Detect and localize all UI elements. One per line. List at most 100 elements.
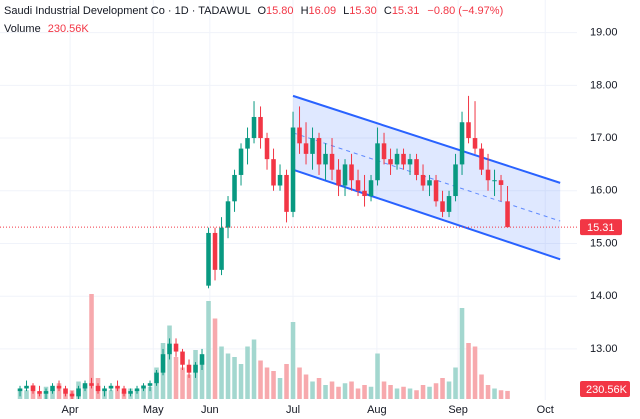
- volume-value-label: 230.56K: [586, 384, 628, 396]
- candle-body: [492, 180, 497, 182]
- candle-body: [186, 364, 192, 373]
- candle-body: [69, 393, 75, 397]
- volume-bar: [401, 386, 406, 399]
- candle-body: [505, 201, 510, 228]
- candle-body: [43, 391, 49, 394]
- candle-body: [82, 383, 88, 389]
- candle-body: [193, 364, 198, 373]
- candle-body: [95, 385, 101, 392]
- legend-key: O: [257, 5, 266, 17]
- x-tick-label: Jul: [286, 404, 300, 416]
- volume-bar: [420, 385, 426, 399]
- candle-body: [440, 201, 445, 212]
- volume-bar: [498, 390, 504, 399]
- volume-legend: Volume 230.56K: [4, 23, 89, 35]
- volume-bar: [284, 364, 289, 399]
- volume-bar: [394, 388, 400, 399]
- candle-body: [30, 385, 36, 392]
- y-tick-label: 14.00: [590, 290, 618, 302]
- volume-bar: [459, 308, 465, 399]
- candle-body: [433, 180, 439, 202]
- x-tick-label: Aug: [367, 404, 387, 416]
- volume-bar: [375, 353, 380, 399]
- x-tick-label: Apr: [62, 404, 79, 416]
- volume-bar: [264, 367, 270, 399]
- candle-body: [154, 372, 159, 384]
- candle-body: [316, 138, 322, 165]
- volume-bar: [173, 357, 179, 399]
- volume-bar: [89, 294, 94, 399]
- candle-body: [17, 388, 23, 392]
- candle-body: [290, 127, 296, 212]
- candle-body: [414, 159, 419, 175]
- volume-bar: [167, 325, 172, 399]
- candle-body: [355, 180, 361, 191]
- legend-key: H: [301, 5, 309, 17]
- candle-body: [420, 174, 426, 186]
- volume-bar: [453, 367, 458, 399]
- legend-change: −0.80 (−4.97%): [427, 5, 503, 17]
- candle-body: [388, 159, 393, 165]
- candle-body: [297, 127, 302, 144]
- candle-body: [466, 122, 471, 139]
- y-tick-label: 19.00: [590, 27, 618, 39]
- legend-value: 15.31: [392, 5, 420, 17]
- candle-body: [479, 148, 484, 170]
- volume-bar: [50, 389, 55, 399]
- candle-body: [362, 190, 367, 197]
- volume-bar: [290, 322, 296, 399]
- volume-bar: [362, 385, 367, 399]
- volume-bar: [24, 390, 29, 399]
- volume-bar: [115, 386, 120, 399]
- volume-bar: [134, 389, 140, 399]
- volume-bar: [472, 346, 478, 399]
- candle-body: [121, 388, 127, 394]
- last-price-label: 15.31: [587, 222, 615, 234]
- candle-body: [453, 164, 458, 197]
- candle-body: [219, 227, 224, 270]
- candle-body: [147, 383, 153, 386]
- volume-bar: [466, 343, 471, 399]
- volume-bar: [186, 374, 192, 399]
- candle-body: [446, 196, 452, 212]
- volume-bar: [323, 385, 328, 399]
- volume-bar: [329, 381, 335, 399]
- volume-bar: [108, 390, 114, 399]
- volume-bar: [310, 381, 315, 399]
- volume-bar: [297, 367, 302, 399]
- volume-bar: [342, 383, 348, 399]
- candle-body: [128, 391, 133, 394]
- candle-body: [56, 385, 62, 389]
- volume-bar: [433, 383, 439, 399]
- candle-body: [76, 388, 81, 397]
- volume-value: 230.56K: [48, 23, 90, 35]
- legend-value: 15.80: [266, 5, 294, 17]
- last-price-box: [580, 219, 622, 236]
- volume-value-box: [580, 381, 630, 397]
- candle-body: [427, 180, 432, 186]
- channel-mid: [292, 132, 561, 222]
- volume-bar: [427, 386, 432, 399]
- y-tick-label: 15.00: [590, 237, 618, 249]
- candle-body: [485, 169, 491, 181]
- volume-bar: [407, 388, 413, 399]
- volume-bar: [355, 388, 361, 399]
- volume-bar: [277, 378, 283, 399]
- candle-body: [258, 116, 263, 139]
- volume-bar: [316, 378, 322, 399]
- candles: [17, 95, 510, 399]
- candle-body: [368, 180, 374, 197]
- volume-bar: [199, 360, 205, 399]
- y-tick-label: 13.00: [590, 343, 618, 355]
- legend-key: L: [343, 5, 349, 17]
- volume-bar: [485, 385, 491, 399]
- candle-body: [225, 201, 231, 228]
- candle-body: [63, 388, 68, 394]
- x-tick-label: Jun: [201, 404, 219, 416]
- candle-body: [141, 385, 146, 389]
- candle-body: [108, 385, 114, 389]
- candle-body: [375, 143, 380, 181]
- candle-body: [472, 138, 478, 149]
- candle-body: [264, 138, 270, 160]
- channel-fill: [293, 95, 561, 260]
